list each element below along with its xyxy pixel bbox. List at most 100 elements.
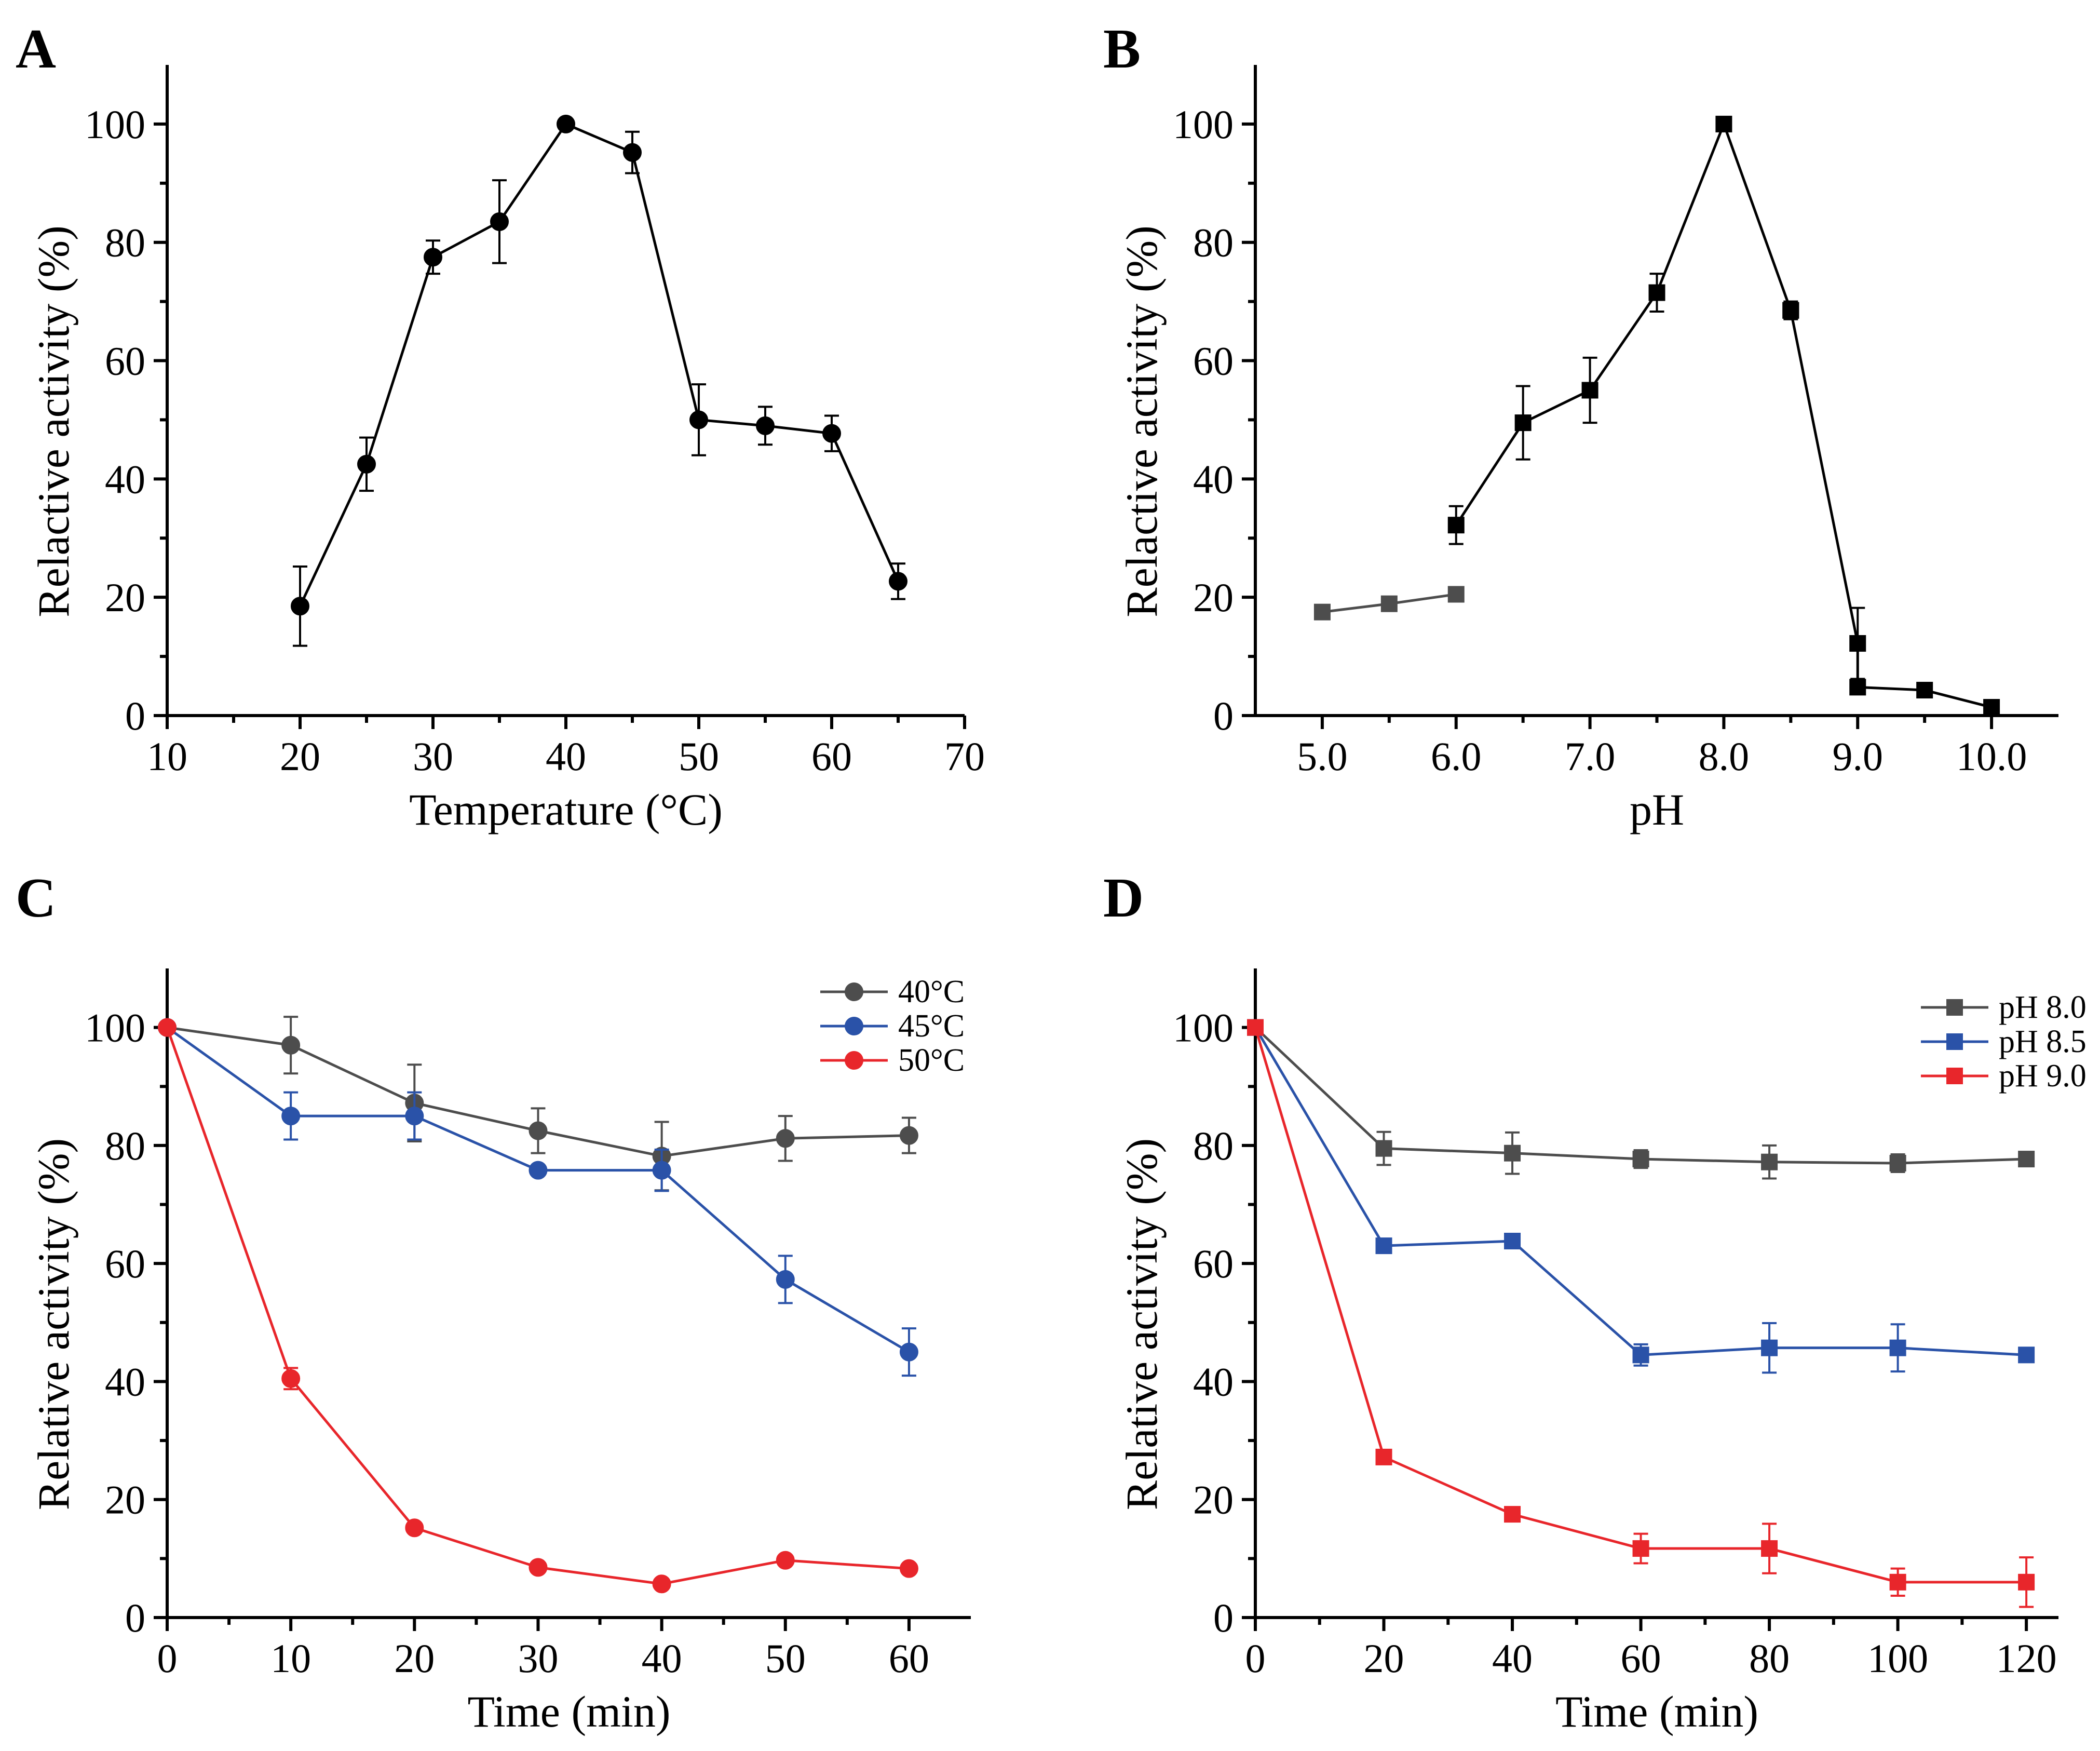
legend-marker [1946,1068,1963,1084]
data-point [291,597,309,616]
legend-marker [1946,999,1963,1016]
legend-label: pH 9.0 [1999,1058,2087,1094]
data-point [1375,1140,1392,1157]
legend-marker [845,1017,863,1035]
y-axis-title: Relactive activity (%) [29,225,78,617]
data-point [529,1161,548,1180]
data-point [776,1270,795,1289]
y-tick-label: 80 [1193,1123,1234,1168]
x-tick-label: 20 [1364,1636,1404,1681]
y-tick-label: 60 [105,339,145,384]
y-tick-label: 40 [1193,456,1234,502]
x-tick-label: 6.0 [1431,734,1482,779]
x-tick-label: 30 [518,1636,558,1681]
data-point [1632,1151,1649,1168]
x-tick-label: 80 [1749,1636,1790,1681]
data-point [1761,1339,1778,1356]
y-tick-label: 80 [105,220,145,265]
panel-c: C 0 10 20 30 40 50 60 0 20 40 60 80 100 Time (min) Rela… [16,867,971,1736]
series-ph-8-5 [1247,1019,2035,1374]
y-tick-label: 60 [1193,339,1234,384]
y-axis-title: Relative activity (%) [29,1138,78,1510]
data-point [1514,414,1532,432]
data-point [1782,302,1799,319]
data-point [1504,1144,1521,1162]
data-point [1504,1233,1521,1249]
data-point [2018,1346,2035,1364]
x-tick-label: 60 [1621,1636,1661,1681]
data-point [405,1107,424,1126]
legend-marker [1946,1033,1963,1050]
x-tick-label: 50 [765,1636,806,1681]
legend-marker [845,982,863,1001]
x-tick-label: 7.0 [1565,734,1616,779]
y-tick-label: 60 [1193,1241,1234,1286]
data-point [490,212,509,231]
legend-label: 40°C [898,974,965,1009]
y-tick-label: 100 [85,102,145,147]
x-tick-label: 50 [679,734,719,779]
series-line [1789,310,1859,644]
data-point [357,454,376,474]
data-point [1504,1506,1521,1523]
series-50-c [158,1018,918,1594]
data-point [1983,699,2000,716]
x-tick-label: 8.0 [1699,734,1750,779]
y-tick-label: 40 [1193,1359,1234,1404]
panel-letter: A [16,18,56,80]
data-point [405,1518,424,1538]
data-point [689,410,708,429]
data-point [281,1035,301,1055]
data-point [1313,603,1331,621]
x-tick-label: 40 [546,734,586,779]
x-tick-label: 70 [944,734,985,779]
panel-d: D 0 20 40 60 80 100 120 0 20 40 60 80 100 Time (min) Re… [1103,867,2087,1736]
series-line [1254,1026,2027,1165]
y-tick-label: 80 [105,1123,145,1168]
data-point [1889,1339,1906,1356]
data-point [899,1126,918,1145]
series-ph-buffer-2 [1447,115,1799,545]
panel-b: B 5.0 6.0 7.0 8.0 9.0 10.0 0 20 40 60 80 100 pH Relact… [1103,18,2058,834]
data-point [899,1559,918,1578]
x-tick-label: 60 [889,1636,929,1681]
series-line [1254,1027,2027,1356]
y-axis-title: Relactive activity (%) [1117,225,1167,617]
y-tick-label: 20 [105,1477,145,1523]
x-tick-label: 30 [413,734,453,779]
x-tick-label: 100 [1867,1636,1928,1681]
x-axis-title: Time (min) [467,1687,670,1736]
y-tick-label: 20 [105,575,145,620]
series-line [1254,1027,2027,1584]
data-point [1375,1237,1392,1255]
data-point [1916,682,1933,699]
data-point [1632,1346,1649,1364]
y-tick-label: 20 [1193,1477,1234,1523]
y-tick-label: 20 [1193,575,1234,620]
data-point [756,416,775,435]
x-tick-label: 40 [1492,1636,1533,1681]
data-point [822,424,841,443]
data-point [1761,1540,1778,1557]
x-axis-title: pH [1630,785,1684,834]
data-point [1375,1448,1392,1465]
data-point [776,1129,795,1148]
data-point [776,1551,795,1570]
series-ph-8-0 [1247,1019,2035,1180]
series-45-c [158,1018,918,1377]
data-point [2018,1151,2035,1168]
data-point [652,1161,671,1180]
data-point [529,1121,548,1140]
y-tick-label: 0 [1213,693,1234,738]
legend-label: pH 8.0 [1999,990,2087,1025]
x-tick-label: 60 [811,734,852,779]
data-point [652,1574,671,1594]
x-tick-label: 0 [157,1636,178,1681]
data-point [1849,635,1866,652]
legend-marker [845,1051,863,1070]
series-ph-9-0 [1247,1019,2035,1608]
series-line [1455,120,1792,526]
data-point [1889,1155,1906,1171]
y-tick-label: 100 [85,1005,145,1050]
